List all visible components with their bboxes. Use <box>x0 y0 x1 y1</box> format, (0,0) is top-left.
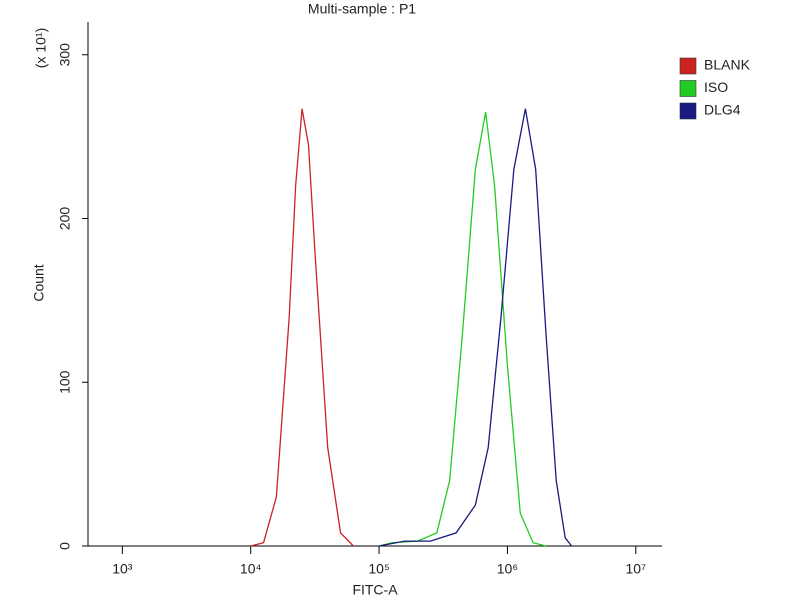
legend-label: ISO <box>704 79 728 95</box>
x-axis-label: FITC-A <box>352 582 398 598</box>
x-tick-label: 10⁶ <box>497 561 518 577</box>
x-tick-label: 10⁴ <box>240 561 262 577</box>
x-tick-label: 10⁵ <box>368 561 389 577</box>
legend-swatch <box>679 57 697 75</box>
legend-label: BLANK <box>704 57 751 73</box>
legend-swatch <box>679 80 697 97</box>
series-line <box>250 108 354 547</box>
legend-swatch <box>679 102 697 120</box>
series-line <box>378 108 573 547</box>
y-axis-label: Count <box>31 264 47 301</box>
y-tick-label: 200 <box>57 207 73 231</box>
y-tick-label: 0 <box>57 542 73 550</box>
x-tick-label: 10³ <box>112 561 133 577</box>
y-multiplier-label: (x 10¹) <box>33 28 49 68</box>
chart-title: Multi-sample : P1 <box>308 1 416 17</box>
y-tick-label: 100 <box>57 370 73 394</box>
x-tick-label: 10⁷ <box>625 561 646 577</box>
y-tick-label: 300 <box>57 43 73 67</box>
legend-label: DLG4 <box>704 102 741 118</box>
